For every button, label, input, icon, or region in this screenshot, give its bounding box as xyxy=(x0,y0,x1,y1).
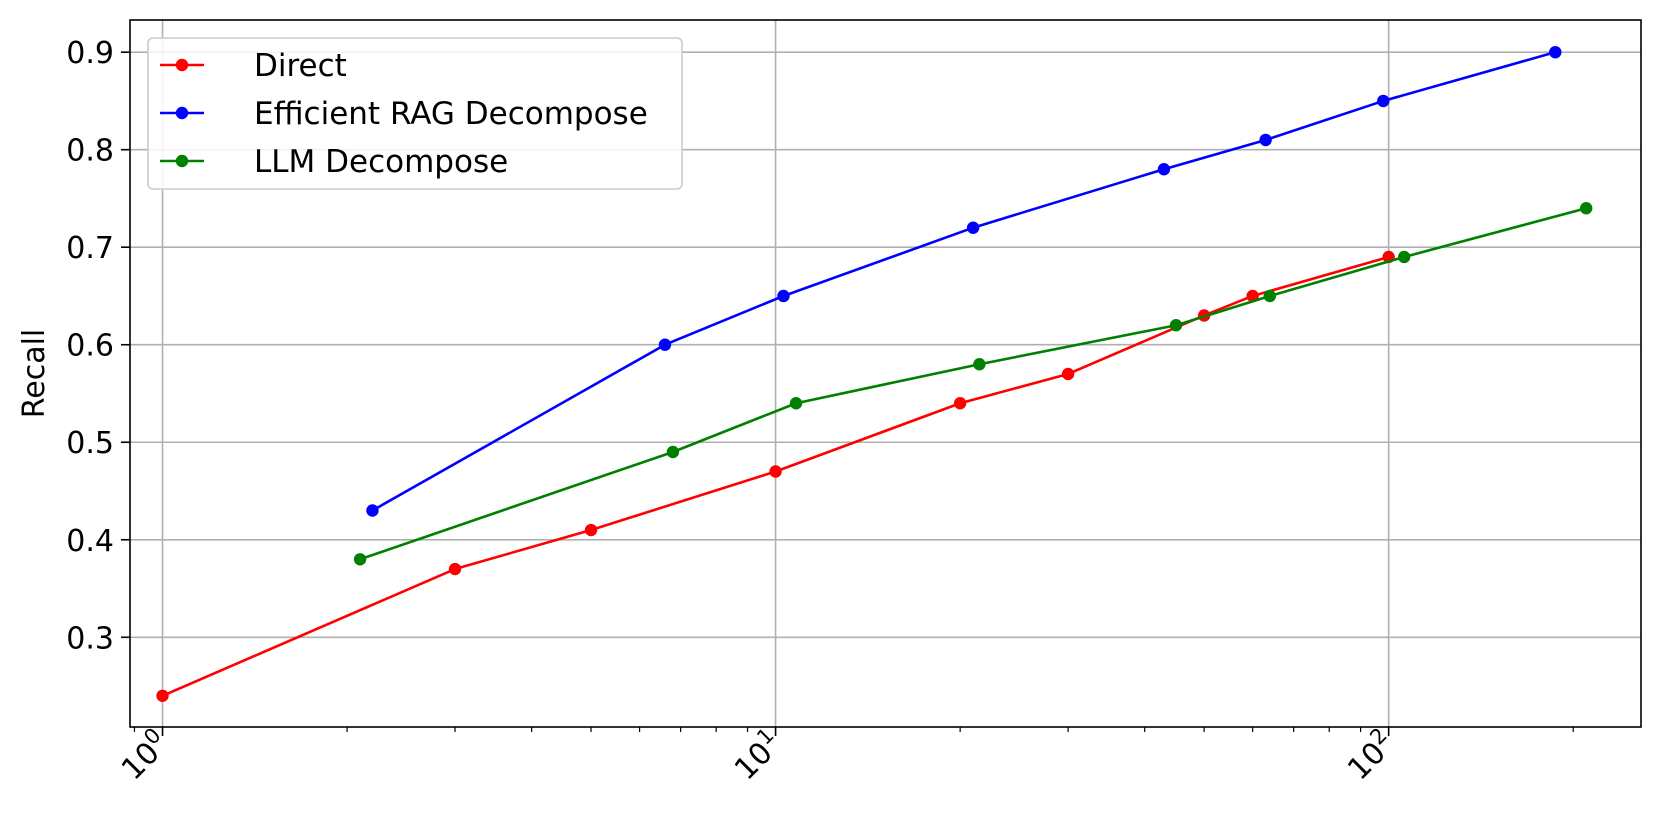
y-tick-label: 0.5 xyxy=(66,426,114,461)
legend-entry: LLM Decompose xyxy=(160,144,508,180)
data-point xyxy=(1549,45,1562,59)
data-point xyxy=(366,504,379,517)
y-tick-label: 0.7 xyxy=(66,231,114,266)
legend-box xyxy=(147,37,683,190)
data-point xyxy=(1157,163,1171,176)
data-point xyxy=(966,221,980,234)
data-point xyxy=(1579,202,1593,215)
legend-entry: Efficient RAG Decompose xyxy=(160,96,648,132)
data-point xyxy=(1061,367,1075,381)
data-point xyxy=(1377,94,1390,108)
data-point xyxy=(973,358,986,371)
data-point xyxy=(353,553,367,566)
data-point xyxy=(1259,133,1272,147)
data-point xyxy=(658,338,672,351)
data-point xyxy=(769,465,782,478)
legend-swatch-marker xyxy=(175,106,189,120)
y-tick-label: 0.4 xyxy=(66,524,114,559)
y-tick-label: 0.9 xyxy=(66,36,114,71)
series-line xyxy=(371,50,1556,512)
series-line xyxy=(359,206,1587,561)
legend-entry: Direct xyxy=(160,48,347,84)
series-1 xyxy=(366,45,1562,517)
y-axis-title: Recall xyxy=(17,329,52,419)
data-point xyxy=(777,289,790,303)
data-point xyxy=(448,562,462,576)
legend-label: LLM Decompose xyxy=(254,144,508,180)
legend: Direct Efficient RAG Decompose LLM Decompo… xyxy=(147,37,683,190)
series-2 xyxy=(353,202,1593,566)
y-tick-label: 0.8 xyxy=(66,134,114,169)
data-point xyxy=(666,445,680,459)
data-point xyxy=(1397,250,1411,264)
svg-text:101: 101 xyxy=(725,723,789,787)
data-point xyxy=(1169,319,1183,332)
ticks xyxy=(121,51,1574,736)
legend-swatch-marker xyxy=(175,58,189,72)
data-point xyxy=(584,523,598,537)
x-tick-label: 102 xyxy=(1338,723,1402,787)
data-point xyxy=(953,397,967,410)
legend-swatch-marker xyxy=(175,154,189,168)
y-tick-label: 0.3 xyxy=(66,621,114,656)
series-0 xyxy=(156,250,1395,702)
svg-text:102: 102 xyxy=(1338,723,1402,787)
svg-text:100: 100 xyxy=(112,723,176,787)
legend-label: Efficient RAG Decompose xyxy=(254,96,648,132)
data-point xyxy=(156,689,169,702)
x-tick-label: 100 xyxy=(112,723,176,787)
legend-label: Direct xyxy=(254,48,347,84)
x-tick-label: 101 xyxy=(725,723,789,787)
series-layer xyxy=(156,45,1593,702)
plot-frame xyxy=(129,19,1642,728)
data-point xyxy=(1263,289,1277,303)
data-point xyxy=(789,397,803,410)
y-tick-label: 0.6 xyxy=(66,329,114,364)
